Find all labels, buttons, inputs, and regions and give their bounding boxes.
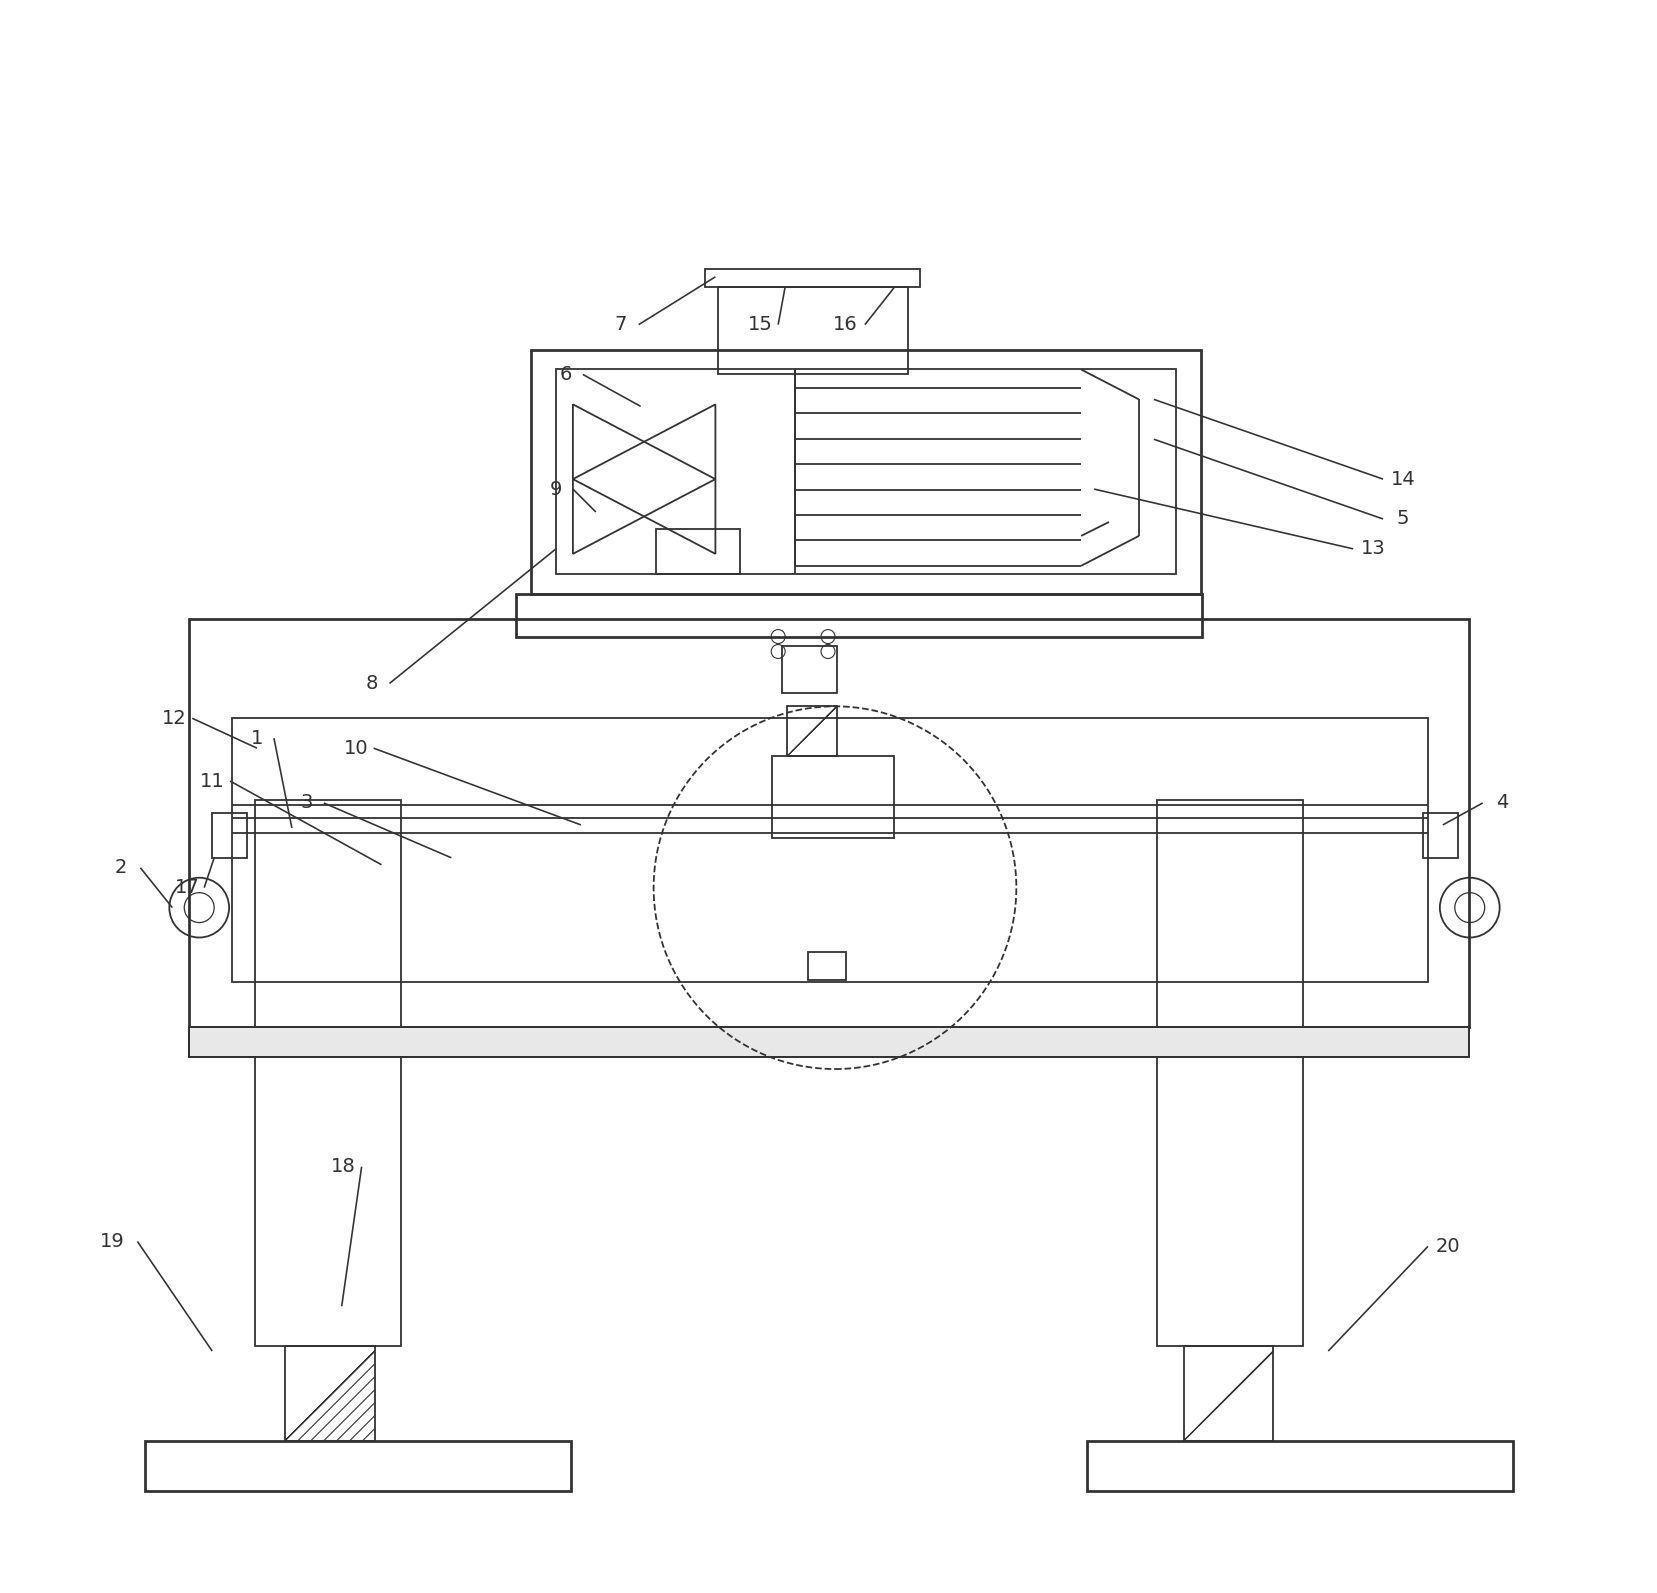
Bar [515,594,1201,637]
Text: 20: 20 [1435,1236,1460,1255]
Bar [1183,1346,1273,1440]
Text: 10: 10 [345,739,370,758]
Text: 15: 15 [747,315,772,335]
Text: 14: 14 [1390,470,1415,489]
Bar [1087,1440,1511,1491]
Bar [530,349,1200,594]
Text: 7: 7 [615,315,626,335]
Bar [232,718,1427,983]
Bar [787,706,837,757]
Bar [189,618,1468,1027]
Text: 19: 19 [99,1231,124,1251]
Text: 5: 5 [1395,510,1408,529]
Bar [146,1440,570,1491]
Text: 18: 18 [331,1157,356,1176]
Bar [1157,800,1302,1346]
Text: 16: 16 [832,315,857,335]
Bar [1422,812,1457,857]
Text: 3: 3 [300,793,313,812]
Bar [255,800,401,1346]
Text: 9: 9 [550,479,562,499]
Text: 8: 8 [365,674,378,693]
Text: 17: 17 [174,878,199,897]
Text: 4: 4 [1496,793,1508,812]
Text: 1: 1 [250,728,263,747]
Text: 11: 11 [199,771,224,790]
Bar [212,812,247,857]
Text: 13: 13 [1360,540,1385,559]
Bar [189,1027,1468,1058]
Bar [772,757,893,838]
Bar [717,287,906,374]
Bar [704,269,920,287]
Bar [807,953,845,980]
Bar [285,1346,374,1440]
Text: 2: 2 [114,859,126,878]
Bar [189,1027,1468,1058]
Bar [655,529,741,573]
Bar [555,370,1175,573]
Text: 12: 12 [162,709,187,728]
Bar [782,645,837,693]
Text: 6: 6 [560,365,572,384]
